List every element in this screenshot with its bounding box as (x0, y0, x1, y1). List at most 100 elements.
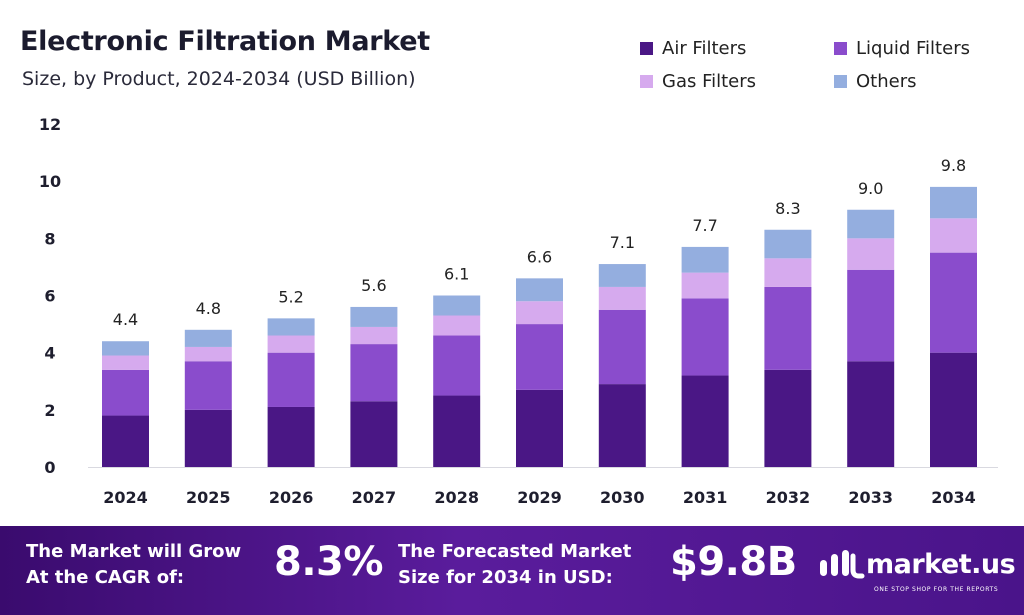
bar-segment-air-filters (847, 361, 895, 467)
brand-name: market.us (866, 548, 1016, 580)
data-label-total: 7.1 (610, 233, 635, 252)
data-label-total: 6.1 (444, 265, 469, 284)
legend-item-others: Others (834, 71, 917, 92)
legend-swatch (640, 75, 653, 88)
forecast-label-line-2: Size for 2034 in USD: (398, 567, 613, 588)
bar-segment-liquid-filters (598, 309, 646, 385)
x-tick-label: 2033 (848, 488, 893, 507)
bar-segment-others (516, 278, 563, 302)
legend-item-gas-filters: Gas Filters (640, 71, 756, 92)
bar-segment-others (433, 295, 481, 316)
footer-banner: The Market will Grow At the CAGR of: 8.3… (0, 526, 1024, 615)
bar-segment-gas-filters (433, 315, 481, 336)
bar-segment-others (598, 264, 646, 287)
bar-segment-air-filters (764, 369, 812, 467)
bar-segment-others (681, 246, 729, 273)
legend-swatch (834, 42, 847, 55)
x-tick-label: 2024 (103, 488, 148, 507)
x-tick-label: 2034 (931, 488, 976, 507)
x-tick-label: 2031 (683, 488, 728, 507)
bar-segment-liquid-filters (847, 269, 895, 362)
bar-segment-air-filters (516, 389, 563, 467)
bar-segment-others (930, 186, 977, 219)
data-label-total: 6.6 (527, 247, 552, 266)
stacked-bar-chart: 0 2 4 6 8 10 12 4.4 2024 4.8 2025 5.2 2026 5.6 2027 6.1… (39, 115, 998, 507)
bar-segment-air-filters (598, 384, 646, 467)
legend-swatch (640, 42, 653, 55)
bar-segment-gas-filters (764, 258, 812, 287)
y-tick-label: 4 (44, 344, 55, 363)
data-label-total: 9.8 (941, 156, 966, 175)
bar-segment-air-filters (184, 409, 232, 467)
bar-segment-others (764, 229, 812, 259)
bar-segment-gas-filters (681, 272, 729, 299)
x-tick-label: 2029 (517, 488, 562, 507)
bar-segment-liquid-filters (516, 324, 563, 390)
legend-label: Gas Filters (662, 71, 757, 92)
bar-segment-liquid-filters (930, 252, 977, 353)
data-label-total: 8.3 (775, 199, 800, 218)
y-tick-label: 2 (44, 401, 55, 420)
data-label-total: 5.6 (361, 276, 386, 295)
legend-item-liquid-filters: Liquid Filters (834, 38, 970, 59)
bar-segment-others (184, 329, 232, 347)
bar-segment-gas-filters (847, 238, 895, 270)
chart-subtitle: Size, by Product, 2024-2034 (USD Billion… (22, 68, 416, 90)
legend-label: Air Filters (662, 38, 747, 59)
cagr-label-line-2: At the CAGR of: (26, 567, 185, 588)
cagr-label-line-1: The Market will Grow (26, 541, 242, 562)
brand-logo: market.us ONE STOP SHOP FOR THE REPORTS (818, 548, 1016, 593)
legend-swatch (834, 75, 847, 88)
chart-title: Electronic Filtration Market (20, 26, 430, 57)
market-us-logo-icon (820, 550, 865, 579)
bar-segment-gas-filters (516, 301, 563, 325)
x-tick-label: 2030 (600, 488, 645, 507)
legend-label: Liquid Filters (856, 38, 970, 59)
bar-segment-gas-filters (102, 355, 149, 370)
forecast-label-line-1: The Forecasted Market (398, 541, 632, 562)
forecast-label: The Forecasted Market Size for 2034 in U… (398, 539, 631, 591)
bar-segment-others (102, 341, 149, 356)
y-tick-label: 0 (44, 458, 55, 477)
x-tick-label: 2027 (352, 488, 397, 507)
bar-segment-gas-filters (598, 286, 646, 310)
bar-segment-others (267, 318, 315, 336)
data-label-total: 9.0 (858, 179, 883, 198)
cagr-value: 8.3% (274, 539, 383, 585)
x-tick-label: 2032 (766, 488, 811, 507)
bar-segment-air-filters (267, 406, 315, 467)
data-label-total: 5.2 (278, 287, 303, 306)
bar-segment-air-filters (681, 375, 729, 467)
legend-item-air-filters: Air Filters (640, 38, 746, 59)
bar-segment-gas-filters (350, 326, 398, 345)
bar-segment-gas-filters (930, 218, 977, 253)
y-tick-label: 6 (44, 287, 55, 306)
cagr-label: The Market will Grow At the CAGR of: (26, 539, 241, 591)
data-label-total: 4.8 (196, 299, 221, 318)
y-tick-label: 8 (44, 229, 55, 248)
bar-segment-liquid-filters (433, 335, 481, 396)
forecast-value: $9.8B (670, 539, 797, 585)
bar-segment-air-filters (350, 401, 398, 467)
bar-segment-gas-filters (184, 346, 232, 362)
brand-tagline: ONE STOP SHOP FOR THE REPORTS (874, 586, 999, 593)
bar-segment-gas-filters (267, 335, 315, 353)
bar-segment-air-filters (433, 395, 481, 467)
bar-segment-air-filters (102, 415, 149, 467)
data-label-total: 4.4 (113, 310, 138, 329)
bar-segment-liquid-filters (681, 298, 729, 376)
legend-label: Others (856, 71, 917, 92)
y-tick-label: 12 (39, 115, 61, 134)
x-tick-label: 2028 (434, 488, 479, 507)
bar-segment-liquid-filters (184, 361, 232, 410)
bar-segment-others (350, 306, 398, 327)
x-tick-label: 2025 (186, 488, 231, 507)
bar-segment-liquid-filters (267, 352, 315, 407)
y-tick-label: 10 (39, 172, 61, 191)
bar-segment-air-filters (930, 352, 977, 467)
bar-segment-liquid-filters (102, 369, 149, 416)
data-label-total: 7.7 (692, 216, 717, 235)
bar-segment-liquid-filters (350, 344, 398, 402)
bar-segment-others (847, 209, 895, 239)
